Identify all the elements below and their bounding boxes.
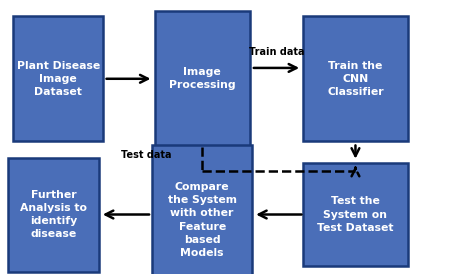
Text: Train the
CNN
Classifier: Train the CNN Classifier [327, 61, 384, 97]
Text: Further
Analysis to
identify
disease: Further Analysis to identify disease [20, 190, 87, 239]
Text: Test the
System on
Test Dataset: Test the System on Test Dataset [317, 196, 394, 233]
Text: Compare
the System
with other
Feature
based
Models: Compare the System with other Feature ba… [168, 182, 237, 258]
Text: Train data: Train data [249, 47, 304, 57]
FancyBboxPatch shape [152, 145, 252, 277]
Text: Plant Disease
Image
Dataset: Plant Disease Image Dataset [17, 61, 100, 97]
FancyBboxPatch shape [155, 11, 250, 147]
FancyBboxPatch shape [303, 16, 408, 141]
Text: Test data: Test data [121, 150, 172, 160]
FancyBboxPatch shape [303, 163, 408, 266]
FancyBboxPatch shape [13, 16, 103, 141]
Text: Image
Processing: Image Processing [169, 67, 236, 90]
FancyBboxPatch shape [8, 158, 99, 271]
